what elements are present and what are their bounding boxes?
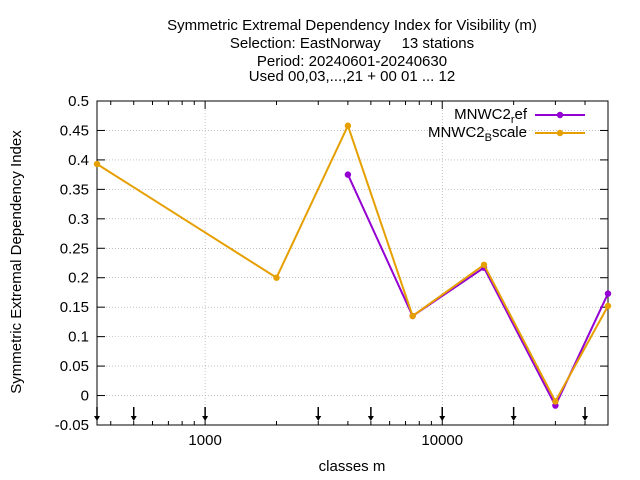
x-axis-label: classes m: [319, 458, 386, 475]
y-axis: -0.05 0 0.05 0.1 0.15 0.2 0.25 0.3 0.35 0.4 0.45 0.…: [55, 93, 608, 434]
class-markers: [94, 407, 589, 421]
y-tick-label: 0.05: [60, 358, 89, 375]
title-line-2: Selection: EastNorway 13 stations: [230, 35, 474, 52]
y-axis-label: Symmetric Extremal Dependency Index: [8, 130, 25, 394]
data-point: [552, 398, 559, 405]
plot-border: [96, 100, 609, 426]
class-marker-arrow: [367, 416, 374, 421]
title-line-4: Used 00,03,...,21 + 00 01 ... 12: [249, 68, 455, 85]
data-point: [93, 160, 101, 168]
chart-title: Symmetric Extremal Dependency Index for …: [167, 17, 537, 85]
x-tick-label: 1000: [188, 432, 221, 449]
y-tick-label: 0.35: [60, 181, 89, 198]
grid: [97, 101, 608, 425]
y-tick-label: 0.1: [68, 329, 89, 346]
data-point: [344, 171, 352, 178]
data-point: [409, 312, 416, 320]
y-tick-label: 0.25: [60, 240, 89, 257]
legend-marker: [556, 129, 564, 137]
legend-label-2: MNWC2Bscale: [428, 124, 527, 144]
class-marker-arrow: [439, 416, 446, 421]
series-group: [93, 122, 612, 409]
y-tick-label: -0.05: [55, 417, 89, 434]
series-line: [346, 174, 609, 408]
y-tick-label: 0: [81, 388, 89, 405]
x-tick-label: 10000: [421, 432, 463, 449]
class-marker-arrow: [202, 416, 209, 421]
data-point: [604, 290, 612, 297]
class-marker-arrow: [94, 416, 100, 421]
legend-marker: [556, 111, 564, 119]
data-point: [344, 122, 352, 129]
class-marker-arrow: [582, 416, 589, 421]
class-marker-arrow: [315, 416, 322, 421]
title-line-3: Period: 20240601-20240630: [257, 53, 447, 70]
y-tick-label: 0.2: [68, 270, 89, 287]
data-point: [273, 274, 280, 281]
data-point: [604, 302, 612, 310]
x-axis: 1000 10000: [110, 101, 586, 449]
legend-label-1: MNWC2ref: [454, 106, 528, 126]
class-marker-arrow: [510, 416, 517, 421]
y-tick-label: 0.15: [60, 299, 89, 316]
y-tick-label: 0.5: [68, 93, 89, 110]
class-marker-arrow: [130, 416, 137, 421]
title-line-1: Symmetric Extremal Dependency Index for …: [167, 17, 537, 34]
y-tick-label: 0.45: [60, 122, 89, 139]
legend: MNWC2ref MNWC2Bscale: [428, 106, 585, 144]
data-point: [480, 261, 488, 268]
y-tick-label: 0.4: [68, 152, 89, 169]
y-tick-label: 0.3: [68, 211, 89, 228]
